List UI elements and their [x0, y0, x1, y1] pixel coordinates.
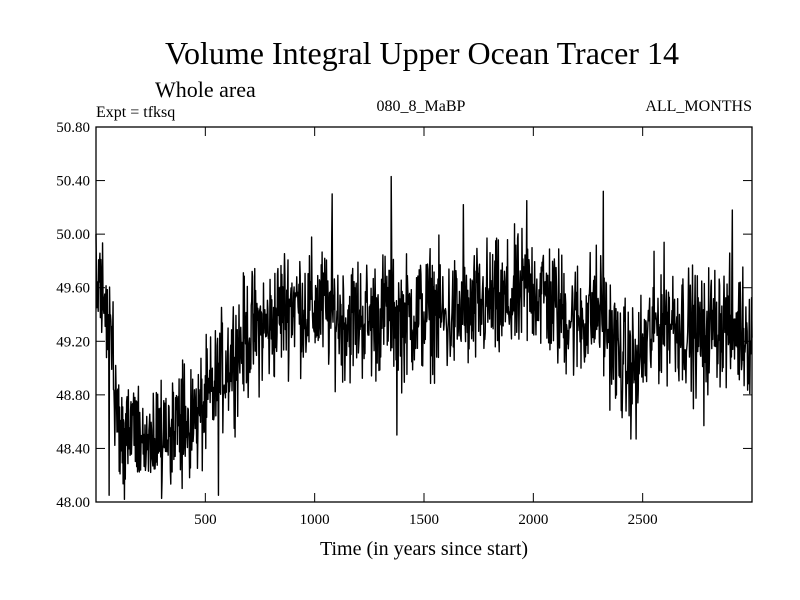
chart-subtitle: Whole area — [155, 77, 256, 102]
ticks-layer: 48.00 48.40 48.80 49.20 49.60 50.00 50.40 50.80… — [56, 120, 752, 528]
y-tick-label: 49.20 — [56, 334, 90, 350]
x-tick-label: 2000 — [518, 512, 548, 528]
series-line — [95, 175, 753, 501]
y-tick-label: 48.00 — [56, 495, 90, 511]
y-tick-label: 48.40 — [56, 441, 90, 457]
expt-label: Expt = tfksq — [96, 104, 175, 121]
x-tick-label: 1500 — [409, 512, 439, 528]
series-layer — [95, 175, 753, 501]
y-tick-label: 49.60 — [56, 281, 90, 297]
y-tick-label: 50.00 — [56, 227, 90, 243]
y-tick-label: 50.40 — [56, 174, 90, 190]
x-tick-label: 1000 — [300, 512, 330, 528]
period-label: ALL_MONTHS — [645, 98, 752, 115]
y-tick-label: 48.80 — [56, 388, 90, 404]
chart-title: Volume Integral Upper Ocean Tracer 14 — [165, 35, 679, 71]
x-tick-label: 2500 — [628, 512, 658, 528]
run-label: 080_8_MaBP — [377, 98, 466, 115]
plot-frame — [95, 126, 753, 503]
y-tick-label: 50.80 — [56, 120, 90, 136]
x-tick-label: 500 — [194, 512, 217, 528]
x-axis-label: Time (in years since start) — [320, 538, 528, 560]
